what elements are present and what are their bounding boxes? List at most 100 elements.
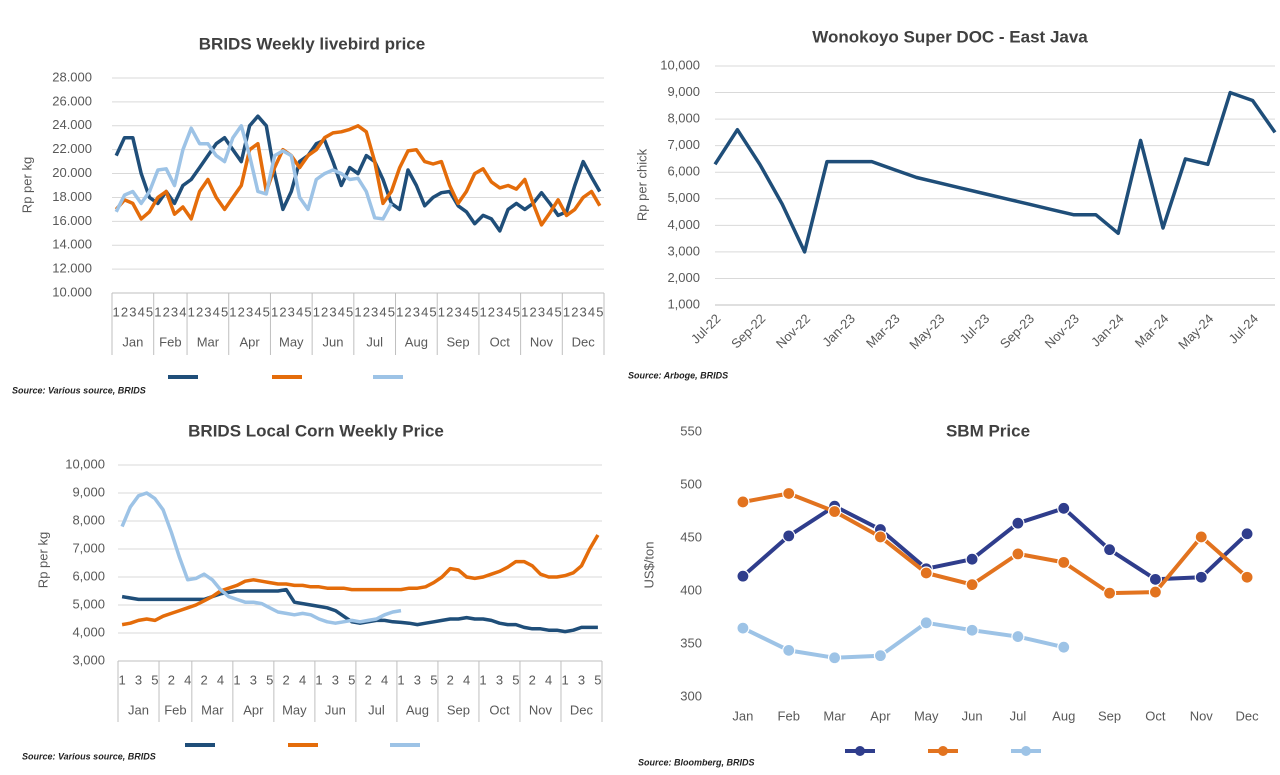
series-line xyxy=(114,114,602,233)
point-marker xyxy=(919,616,933,630)
series-line xyxy=(121,534,600,627)
x-tick-label: 1 xyxy=(118,672,125,687)
x-tick-label: 1 xyxy=(561,672,568,687)
x-tick-label: Jul xyxy=(1010,708,1027,723)
y-tick-label: 10.000 xyxy=(52,284,92,299)
x-tick-label: 1 xyxy=(354,304,361,319)
series-line xyxy=(713,90,1277,254)
point-marker xyxy=(782,643,796,657)
y-tick-label: 14.000 xyxy=(52,237,92,252)
y-tick-label: 24.000 xyxy=(52,117,92,132)
x-tick-label: 4 xyxy=(381,672,388,687)
x-tick-label: 1 xyxy=(229,304,236,319)
point-marker xyxy=(965,623,979,637)
x-tick-label: 2 xyxy=(404,304,411,319)
x-tick-label: 5 xyxy=(266,672,273,687)
x-tick-label: 4 xyxy=(254,304,261,319)
x-tick-label: 3 xyxy=(204,304,211,319)
source-note: Source: Bloomberg, BRIDS xyxy=(638,757,755,767)
x-tick-label: 2 xyxy=(238,304,245,319)
month-label: Jun xyxy=(322,334,343,349)
y-tick-label: 9,000 xyxy=(72,484,105,499)
x-tick-label: 5 xyxy=(348,672,355,687)
y-axis-label: Rp per kg xyxy=(19,157,34,213)
month-label: Jul xyxy=(366,334,383,349)
x-tick-label: 5 xyxy=(151,672,158,687)
y-tick-label: 500 xyxy=(680,476,702,491)
y-tick-label: 8,000 xyxy=(667,111,700,126)
x-tick-label: 2 xyxy=(571,304,578,319)
point-marker xyxy=(873,649,888,663)
x-tick-label: Nov-22 xyxy=(773,311,813,351)
point-marker xyxy=(919,566,933,580)
x-tick-label: 5 xyxy=(429,304,436,319)
x-tick-label: 4 xyxy=(299,672,306,687)
x-tick-label: 4 xyxy=(296,304,303,319)
x-tick-label: 2 xyxy=(163,304,170,319)
month-label: Mar xyxy=(201,702,224,717)
y-axis-label: US$/ton xyxy=(641,542,656,589)
series-line xyxy=(120,491,402,625)
y-tick-label: 4,000 xyxy=(72,624,105,639)
y-axis-label: Rp per chick xyxy=(634,148,649,221)
x-tick-label: 5 xyxy=(304,304,311,319)
y-tick-label: 18.000 xyxy=(52,189,92,204)
x-tick-label: 3 xyxy=(496,304,503,319)
x-tick-label: 5 xyxy=(512,672,519,687)
x-tick-label: Mar xyxy=(823,708,846,723)
chart-title: BRIDS Weekly livebird price xyxy=(199,34,425,53)
month-label: Feb xyxy=(164,702,186,717)
x-tick-label: Jan xyxy=(732,708,753,723)
point-marker xyxy=(782,486,796,501)
x-tick-label: 1 xyxy=(438,304,445,319)
x-tick-label: 4 xyxy=(463,304,470,319)
x-tick-label: 3 xyxy=(129,304,136,319)
month-label: Apr xyxy=(243,702,264,717)
month-label: May xyxy=(279,334,304,349)
x-tick-label: 3 xyxy=(329,304,336,319)
x-tick-label: 3 xyxy=(332,672,339,687)
month-label: May xyxy=(282,702,307,717)
x-tick-label: 2 xyxy=(201,672,208,687)
y-tick-label: 2,000 xyxy=(667,270,700,285)
x-tick-label: 4 xyxy=(504,304,511,319)
x-tick-label: 4 xyxy=(545,672,552,687)
month-label: Mar xyxy=(197,334,220,349)
point-marker xyxy=(1057,555,1071,569)
x-tick-label: 2 xyxy=(530,304,537,319)
x-tick-label: 1 xyxy=(271,304,278,319)
x-tick-label: Jul-22 xyxy=(688,311,724,347)
y-tick-label: 6,000 xyxy=(667,164,700,179)
y-tick-label: 16.000 xyxy=(52,213,92,228)
x-tick-label: May-24 xyxy=(1175,311,1216,352)
point-marker xyxy=(965,578,979,592)
x-tick-label: Nov-23 xyxy=(1042,311,1082,351)
x-tick-label: 4 xyxy=(421,304,428,319)
x-tick-label: Sep-23 xyxy=(997,311,1037,351)
x-tick-label: Jan-24 xyxy=(1088,311,1127,350)
point-marker xyxy=(1102,586,1117,600)
point-marker xyxy=(965,552,979,566)
y-tick-label: 7,000 xyxy=(667,137,700,152)
x-tick-label: 3 xyxy=(413,304,420,319)
x-tick-label: 2 xyxy=(279,304,286,319)
point-marker xyxy=(1240,527,1254,541)
legend-marker xyxy=(1021,746,1031,756)
series-line xyxy=(114,124,393,221)
x-tick-label: Sep xyxy=(1098,708,1121,723)
x-tick-label: Sep-22 xyxy=(728,311,768,351)
series-line xyxy=(114,124,602,227)
series-line xyxy=(741,504,1249,582)
x-tick-label: 2 xyxy=(283,672,290,687)
chart-panel: BRIDS Weekly livebird price Rp per kg Sour… xyxy=(12,34,605,395)
y-tick-label: 3,000 xyxy=(72,652,105,667)
point-marker xyxy=(1240,570,1254,584)
x-tick-label: Jul-24 xyxy=(1225,311,1261,347)
x-tick-label: 4 xyxy=(338,304,345,319)
x-tick-label: 5 xyxy=(263,304,270,319)
x-tick-label: 5 xyxy=(513,304,520,319)
y-tick-label: 7,000 xyxy=(72,540,105,555)
point-marker xyxy=(1148,585,1163,599)
x-tick-label: 4 xyxy=(546,304,553,319)
month-label: Nov xyxy=(529,702,553,717)
